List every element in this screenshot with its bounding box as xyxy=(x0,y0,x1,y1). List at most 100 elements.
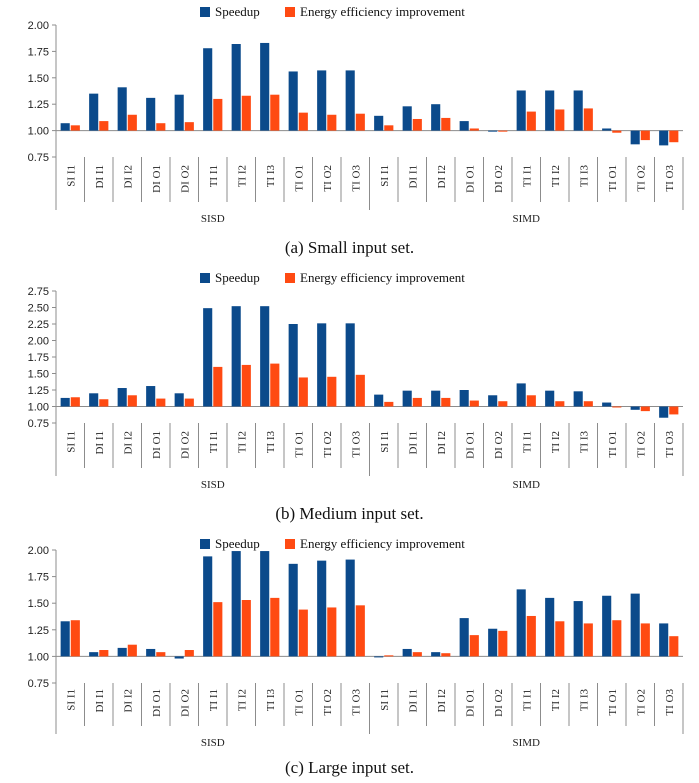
category-label: TI O2 xyxy=(635,689,647,716)
category-label: TI O2 xyxy=(635,431,647,458)
caption-small: (a) Small input set. xyxy=(284,238,415,257)
category-label: TI O2 xyxy=(322,165,334,192)
category-label: TI I2 xyxy=(236,165,248,187)
bar-energy xyxy=(526,395,536,407)
bar-energy xyxy=(99,399,109,407)
category-label: TI I3 xyxy=(578,689,590,712)
bar-speedup xyxy=(516,90,526,131)
bar-energy xyxy=(327,376,337,407)
bar-speedup xyxy=(146,97,156,131)
category-label: DI I1 xyxy=(94,431,106,455)
bar-speedup xyxy=(60,621,70,657)
category-label: DI O2 xyxy=(493,431,505,459)
group-label: SIMD xyxy=(512,213,540,225)
bar-speedup xyxy=(231,44,241,131)
category-label: TI I3 xyxy=(578,165,590,188)
bar-speedup xyxy=(174,94,184,131)
bar-speedup xyxy=(545,390,555,407)
bar-speedup xyxy=(260,42,270,131)
category-label: DI I1 xyxy=(407,689,419,713)
legend-swatch-speedup xyxy=(200,7,210,17)
bar-speedup xyxy=(345,559,355,657)
category-label: TI I2 xyxy=(236,431,248,453)
category-label: TI I3 xyxy=(265,431,277,454)
bar-energy xyxy=(384,655,394,657)
bar-energy xyxy=(526,615,536,657)
category-label: DI O2 xyxy=(179,165,191,193)
y-tick-label: 1.50 xyxy=(28,73,49,85)
category-label: TI I1 xyxy=(208,431,220,453)
y-tick-label: 2.00 xyxy=(28,545,49,557)
category-label: DI O1 xyxy=(464,689,476,717)
bar-energy xyxy=(412,397,422,407)
chart-panel-a: Speedup Energy efficiency improvement 0.… xyxy=(0,0,699,262)
bar-speedup xyxy=(203,48,213,131)
bar-energy xyxy=(355,374,365,407)
bar-energy xyxy=(469,400,479,407)
category-label: DI I2 xyxy=(436,431,448,455)
bar-energy xyxy=(612,406,622,408)
bar-speedup xyxy=(60,123,70,131)
bar-energy xyxy=(270,597,280,657)
bar-energy xyxy=(270,363,280,407)
bar-energy xyxy=(184,650,194,657)
bar-energy xyxy=(583,108,593,131)
legend-swatch-speedup xyxy=(200,273,210,283)
bar-speedup xyxy=(374,656,384,658)
bar-speedup xyxy=(174,393,184,407)
bar-energy xyxy=(640,130,650,141)
chart-legend: Speedup Energy efficiency improvement xyxy=(0,536,699,552)
group-label: SISD xyxy=(201,737,225,749)
bar-energy xyxy=(127,644,137,657)
bar-speedup xyxy=(260,551,270,657)
category-label: TI I2 xyxy=(550,689,562,711)
bar-energy xyxy=(241,95,251,131)
bar-energy xyxy=(555,109,565,131)
bar-speedup xyxy=(573,601,583,657)
bar-energy xyxy=(441,117,451,131)
category-label: SI I1 xyxy=(65,165,77,187)
bar-speedup xyxy=(345,70,355,131)
legend-swatch-energy xyxy=(285,7,295,17)
category-label: TI O1 xyxy=(607,689,619,716)
y-tick-label: 2.00 xyxy=(28,336,49,348)
category-label: DI I2 xyxy=(436,689,448,713)
chart-panel-b: Speedup Energy efficiency improvement 0.… xyxy=(0,266,699,528)
bar-energy xyxy=(355,113,365,131)
category-label: DI O1 xyxy=(151,165,163,193)
bar-speedup xyxy=(231,306,241,407)
category-label: DI I1 xyxy=(407,431,419,455)
category-label: TI O3 xyxy=(664,689,676,716)
bar-speedup xyxy=(488,130,498,132)
group-label: SIMD xyxy=(512,737,540,749)
bar-energy xyxy=(612,620,622,657)
y-tick-label: 1.25 xyxy=(28,99,49,111)
bar-energy xyxy=(213,98,223,131)
category-label: TI O3 xyxy=(350,689,362,716)
bar-speedup xyxy=(573,90,583,131)
category-label: DI I2 xyxy=(436,165,448,189)
bar-chart-small: 0.75 1.00 1.25 1.50 1.75 2.00 SI I1 DI I1 DI I2 D… xyxy=(28,20,684,225)
bar-energy xyxy=(469,128,479,131)
bar-speedup xyxy=(288,563,298,657)
bar-energy xyxy=(298,377,308,407)
bar-energy xyxy=(498,130,508,132)
bar-speedup xyxy=(89,393,99,407)
legend-swatch-energy xyxy=(285,539,295,549)
bar-speedup xyxy=(602,128,612,131)
bar-energy xyxy=(70,620,80,657)
y-tick-label: 2.25 xyxy=(28,319,49,331)
bar-speedup xyxy=(488,395,498,407)
category-label: TI O1 xyxy=(607,431,619,458)
legend-label-energy: Energy efficiency improvement xyxy=(300,270,465,285)
legend-label-speedup: Speedup xyxy=(215,270,260,285)
bar-speedup xyxy=(659,406,669,418)
chart-legend: Speedup Energy efficiency improvement xyxy=(0,270,699,286)
bar-energy xyxy=(213,366,223,407)
bar-speedup xyxy=(260,306,270,407)
category-label: DI O1 xyxy=(151,689,163,717)
category-label: TI O3 xyxy=(350,431,362,458)
category-label: TI O1 xyxy=(293,431,305,458)
bar-speedup xyxy=(203,556,213,657)
bar-speedup xyxy=(89,652,99,657)
